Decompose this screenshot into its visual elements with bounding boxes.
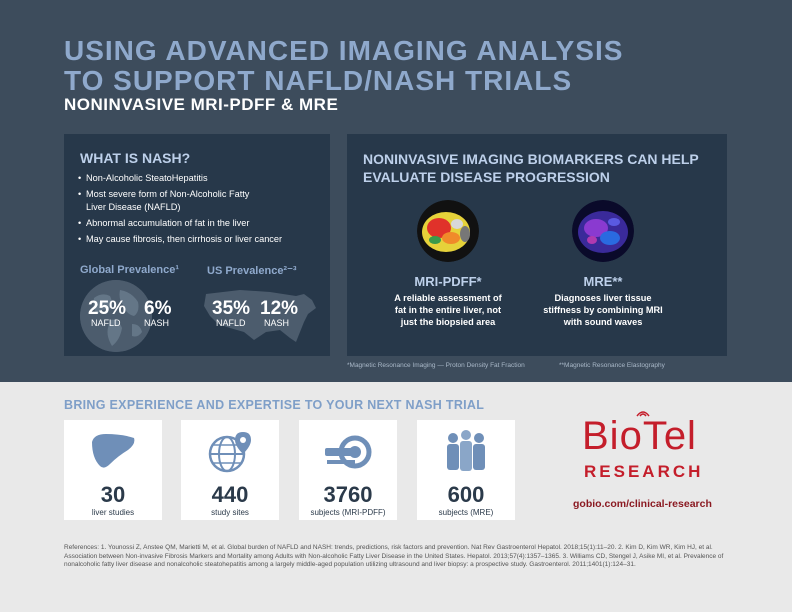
stat-card-subjects-mri-pdff: 3760 subjects (MRI-PDFF) — [299, 420, 397, 520]
us-nash-value: 12% — [260, 298, 299, 319]
stat-label: subjects (MRI-PDFF) — [310, 508, 386, 517]
list-item: May cause fibrosis, then cirrhosis or li… — [78, 233, 324, 246]
biomarkers-panel: NONINVASIVE IMAGING BIOMARKERS CAN HELP … — [347, 134, 727, 356]
us-nafld-value: 35% — [212, 298, 251, 319]
mre-scan-image — [572, 200, 634, 262]
mri-scanner-icon — [325, 435, 372, 469]
experience-title: BRING EXPERIENCE AND EXPERTISE TO YOUR N… — [64, 398, 485, 412]
footnote-mri-pdff: *Magnetic Resonance Imaging — Proton Den… — [347, 362, 525, 369]
list-item: Non-Alcoholic SteatoHepatitis — [78, 172, 324, 185]
mre-description: Diagnoses liver tissue stiffness by comb… — [543, 293, 663, 327]
stat-label: study sites — [211, 508, 249, 517]
us-map-icon — [204, 290, 316, 342]
stat-card-liver-studies: 30 liver studies — [64, 420, 162, 520]
us-nash-label: NASH — [264, 318, 290, 328]
nash-bullet-list: Non-Alcoholic SteatoHepatitis Most sever… — [78, 172, 324, 249]
globe-icon — [80, 280, 152, 352]
page-subtitle: NONINVASIVE MRI-PDFF & MRE — [64, 95, 339, 114]
global-nafld-value: 25% — [88, 298, 127, 319]
what-is-nash-title: WHAT IS NASH? — [80, 150, 191, 166]
what-is-nash-panel: WHAT IS NASH? Non-Alcoholic SteatoHepati… — [64, 134, 330, 356]
list-item: Most severe form of Non-Alcoholic Fatty … — [78, 188, 253, 214]
mri-pdff-description: A reliable assessment of fat in the enti… — [394, 293, 502, 327]
liver-icon — [92, 434, 135, 468]
signal-waves-icon — [636, 411, 650, 417]
page-title: USING ADVANCED IMAGING ANALYSIS TO SUPPO… — [64, 35, 624, 96]
references: References: 1. Younossi Z, Anstee QM, Ma… — [64, 544, 724, 568]
list-item: Abnormal accumulation of fat in the live… — [78, 217, 324, 230]
globe-pin-icon — [208, 432, 251, 473]
global-nash-label: NASH — [144, 318, 170, 328]
stat-card-study-sites: 440 study sites — [181, 420, 279, 520]
global-prevalence-label: Global Prevalence¹ — [80, 264, 180, 276]
biomarkers-title: NONINVASIVE IMAGING BIOMARKERS CAN HELP … — [363, 151, 699, 185]
global-nafld-label: NAFLD — [91, 318, 121, 328]
stat-value: 600 — [447, 482, 485, 507]
stat-label: subjects (MRE) — [438, 508, 494, 517]
mri-pdff-scan-image — [417, 200, 479, 262]
website-link[interactable]: gobio.com/clinical-research — [573, 498, 712, 510]
mri-pdff-title: MRI-PDFF* — [414, 274, 482, 289]
stat-value: 440 — [211, 482, 249, 507]
stat-card-subjects-mre: 600 subjects (MRE) — [417, 420, 515, 520]
stat-label: liver studies — [91, 508, 135, 517]
biotel-logo: BioTel — [582, 414, 697, 458]
mre-title: MRE** — [583, 274, 623, 289]
us-prevalence-label: US Prevalence²⁻³ — [207, 265, 297, 277]
header-section: USING ADVANCED IMAGING ANALYSIS TO SUPPO… — [0, 0, 792, 382]
global-nash-value: 6% — [144, 298, 172, 319]
footnote-mre: **Magnetic Resonance Elastography — [559, 362, 665, 369]
biotel-research-label: RESEARCH — [584, 462, 704, 481]
stat-value: 30 — [100, 482, 126, 507]
people-icon — [447, 430, 485, 471]
us-nafld-label: NAFLD — [216, 318, 246, 328]
experience-section: BRING EXPERIENCE AND EXPERTISE TO YOUR N… — [0, 382, 792, 612]
stat-value: 3760 — [323, 482, 373, 507]
